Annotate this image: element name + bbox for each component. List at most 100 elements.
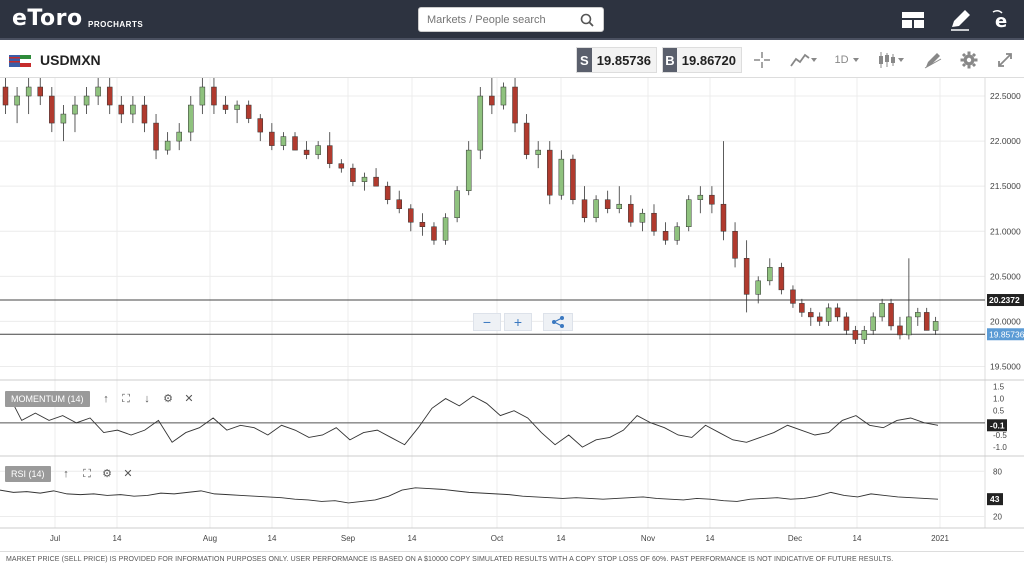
candle-body [767, 267, 773, 282]
timeframe-selector[interactable]: 1D [832, 47, 862, 73]
rsi-tick-label: 20 [993, 512, 1002, 521]
candle-body [897, 325, 903, 336]
share-icon [552, 316, 564, 328]
indicator-settings-icon[interactable]: ⚙ [102, 468, 112, 480]
price-tick-label: 22.0000 [990, 136, 1021, 146]
gear-icon [960, 51, 978, 69]
candle-body [222, 104, 229, 110]
candle-body [651, 212, 657, 232]
top-bar: eToro PROCHARTS e [0, 0, 1024, 40]
drawing-tool[interactable] [918, 47, 948, 73]
candle-body [454, 190, 460, 218]
candle-body [280, 136, 287, 146]
candle-body [25, 86, 32, 97]
search-box[interactable] [418, 7, 604, 32]
momentum-label[interactable]: MOMENTUM (14) [5, 391, 90, 407]
time-tick-label: 14 [268, 534, 277, 543]
candle-body [188, 104, 194, 133]
chevron-down-icon [852, 58, 859, 62]
time-tick-label: 14 [853, 534, 862, 543]
share-button[interactable] [543, 313, 573, 331]
flag-icon [9, 55, 31, 67]
price-tick-label: 19.5000 [990, 361, 1021, 371]
candlestick-icon [879, 52, 895, 68]
zoom-out-button[interactable]: − [473, 313, 501, 331]
candle-body [303, 149, 310, 155]
layout-icon[interactable] [900, 8, 926, 32]
rsi-current: 43 [990, 494, 1000, 504]
sell-price-box[interactable]: S 19.85736 [576, 47, 657, 73]
candle-body [245, 104, 252, 119]
candle-body [932, 321, 939, 331]
candle-body [350, 167, 356, 182]
move-up-icon[interactable]: ↑ [103, 393, 109, 405]
move-up-icon[interactable]: ↑ [63, 468, 69, 480]
candle-body [674, 226, 680, 241]
momentum-tag-bg [987, 419, 1007, 432]
candle-body [257, 118, 264, 133]
buy-price-box[interactable]: B 19.86720 [662, 47, 742, 73]
settings-tool[interactable] [955, 47, 983, 73]
candle-body [118, 104, 125, 115]
candle-body [199, 86, 206, 106]
candle-body [164, 140, 171, 151]
fullscreen-tool[interactable] [992, 47, 1018, 73]
candle-body [709, 194, 715, 205]
candle-body [269, 131, 275, 146]
candle-body [72, 104, 78, 115]
candle-body [743, 258, 750, 295]
close-icon[interactable]: ✕ [184, 393, 194, 405]
candle-body [879, 303, 885, 318]
candle-body [790, 289, 796, 304]
crosshair-icon [754, 52, 770, 68]
rsi-label[interactable]: RSI (14) [5, 466, 51, 482]
candle-body [808, 312, 814, 318]
candle-body [292, 136, 298, 151]
candle-body [14, 95, 20, 106]
time-tick-label: Aug [203, 534, 217, 543]
candle-body [861, 330, 868, 340]
chevron-down-icon [811, 58, 817, 62]
candle-body [106, 86, 113, 106]
price-tick-label: 21.0000 [990, 226, 1021, 236]
pencil-icon[interactable] [947, 8, 973, 32]
candle-body [843, 316, 850, 331]
search-input[interactable] [427, 8, 577, 31]
candle-body [852, 330, 859, 340]
search-icon[interactable] [580, 13, 594, 27]
close-icon[interactable]: ✕ [123, 468, 133, 480]
time-tick-label: 14 [113, 534, 122, 543]
disclaimer: MARKET PRICE (SELL PRICE) IS PROVIDED FO… [0, 551, 1024, 577]
price-lines [0, 299, 985, 335]
etoro-logo[interactable]: eToro [12, 6, 83, 31]
candle-body [83, 95, 90, 106]
candle-body [558, 158, 565, 196]
candle-body [906, 316, 912, 336]
momentum-tick-label: -0.5 [993, 431, 1007, 440]
candle-body [755, 280, 761, 295]
candle-style-tool[interactable] [872, 47, 910, 73]
expand-icon [998, 53, 1012, 67]
etoro-e-icon[interactable]: e [990, 8, 1016, 32]
candle-body [616, 203, 623, 209]
draw-icon [924, 53, 942, 69]
zoom-in-button[interactable]: + [504, 313, 532, 331]
move-down-icon[interactable]: ↓ [144, 393, 150, 405]
momentum-line [7, 393, 939, 448]
candle-body [130, 104, 136, 115]
timeframe-label: 1D [834, 54, 849, 66]
maximize-icon[interactable]: ⛶ [83, 468, 91, 480]
maximize-icon[interactable]: ⛶ [122, 393, 130, 405]
svg-text:e: e [995, 11, 1007, 32]
candle-body [234, 104, 240, 110]
time-tick-label: Sep [341, 534, 356, 543]
price-chart[interactable]: 22.5000 22.0000 21.5000 21.0000 20.5000 20.00… [0, 78, 1024, 551]
candle-body [37, 86, 43, 97]
chart-type-tool[interactable] [786, 47, 822, 73]
indicator-settings-icon[interactable]: ⚙ [163, 393, 173, 405]
candle-body [408, 208, 414, 223]
candle-body [628, 203, 634, 223]
procharts-label: PROCHARTS [88, 20, 144, 29]
crosshair-tool[interactable] [748, 47, 776, 73]
